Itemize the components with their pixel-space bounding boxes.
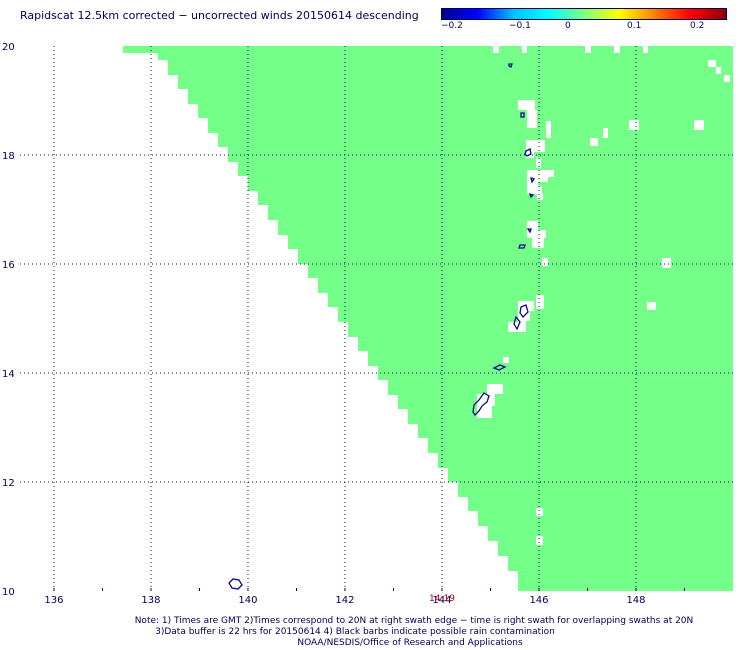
no-data-cell (532, 238, 544, 248)
no-data-cell (518, 100, 535, 110)
islet-coastline (528, 192, 535, 199)
no-data-cell (526, 140, 545, 152)
swath-area (123, 46, 733, 591)
lat-tick-label: 18 (2, 151, 15, 162)
no-data-cell (527, 186, 542, 194)
no-data-cell (716, 67, 721, 74)
saipan-coastline (519, 304, 529, 318)
colorbar-label-pos: 0.1 (627, 21, 642, 31)
lat-tick-label: 16 (2, 260, 15, 271)
no-data-cell (537, 194, 543, 200)
note-line-1: Note: 1) Times are GMT 2)Times correspon… (134, 616, 694, 626)
no-data-cell (542, 258, 548, 266)
no-data-cell (518, 321, 526, 332)
colorbar-label-max: 0.2 (690, 21, 705, 31)
lon-tick-label: 138 (141, 595, 160, 606)
swath-time-label: 14:19 (429, 594, 455, 604)
no-data-cell (536, 295, 544, 309)
colorbar-label-neg: −0.1 (509, 21, 531, 31)
islet-coastline (530, 177, 536, 184)
no-data-cell (503, 357, 509, 363)
lon-tick-label: 142 (335, 595, 354, 606)
islet-coastline (526, 228, 532, 234)
no-data-cell (536, 536, 543, 545)
no-data-cell (536, 177, 548, 182)
no-data-cell (477, 406, 492, 418)
no-data-cell (527, 118, 537, 128)
lon-tick-label: 140 (238, 595, 257, 606)
no-data-cell (493, 46, 499, 53)
no-data-cell (522, 46, 527, 53)
no-data-cell (724, 75, 730, 82)
no-data-cell (536, 508, 543, 516)
lat-tick-label: 10 (2, 587, 15, 598)
lat-tick-label: 14 (2, 369, 15, 380)
no-data-cell (527, 230, 546, 238)
no-data-cell (527, 170, 554, 177)
pagan-coastline (524, 148, 532, 157)
lon-tick-label: 146 (529, 595, 548, 606)
islet-coastline (228, 578, 243, 590)
no-data-cell (527, 110, 537, 118)
lat-tick-label: 20 (2, 42, 15, 53)
anatahan-coastline (518, 244, 526, 249)
no-data-cell (527, 221, 538, 230)
tinian-coastline (513, 315, 521, 331)
no-data-cell (590, 138, 598, 146)
colorbar (441, 8, 727, 20)
no-data-cell (508, 322, 518, 332)
no-data-cell (629, 120, 639, 130)
colorbar-label-min: −0.2 (441, 21, 463, 31)
no-data-cell (487, 384, 503, 394)
lat-lon-grid (20, 46, 733, 591)
guam-coastline (472, 392, 490, 417)
island-coastlines (228, 63, 536, 590)
map-axes: 136 138 140 142 144 146 148 20 18 16 14 12 10 (2, 42, 685, 606)
no-data-cell (708, 60, 716, 67)
no-data-cell (647, 302, 656, 310)
rota-coastline (492, 364, 507, 371)
lon-tick-label: 148 (626, 595, 645, 606)
no-data-cell (662, 258, 671, 268)
lat-tick-label: 12 (2, 478, 15, 489)
no-data-cell (603, 128, 608, 138)
lon-tick-label: 144 (432, 595, 451, 606)
map-title: Rapidscat 12.5km corrected − uncorrected… (20, 9, 419, 22)
no-data-cell (585, 46, 591, 53)
no-data-cell (694, 120, 704, 130)
no-data-cell (546, 121, 551, 138)
no-data-cell (643, 46, 648, 53)
uracas-coastline (508, 63, 513, 68)
note-line-3: NOAA/NESDIS/Office of Research and Appli… (297, 638, 523, 648)
no-data-cell (614, 46, 620, 53)
lon-tick-label: 136 (44, 595, 63, 606)
wind-swath (123, 46, 733, 591)
agrihan-coastline (520, 112, 525, 118)
colorbar-label-zero: 0 (565, 21, 571, 31)
note-line-2: 3)Data buffer is 22 hrs for 20150614 4) … (155, 627, 555, 637)
